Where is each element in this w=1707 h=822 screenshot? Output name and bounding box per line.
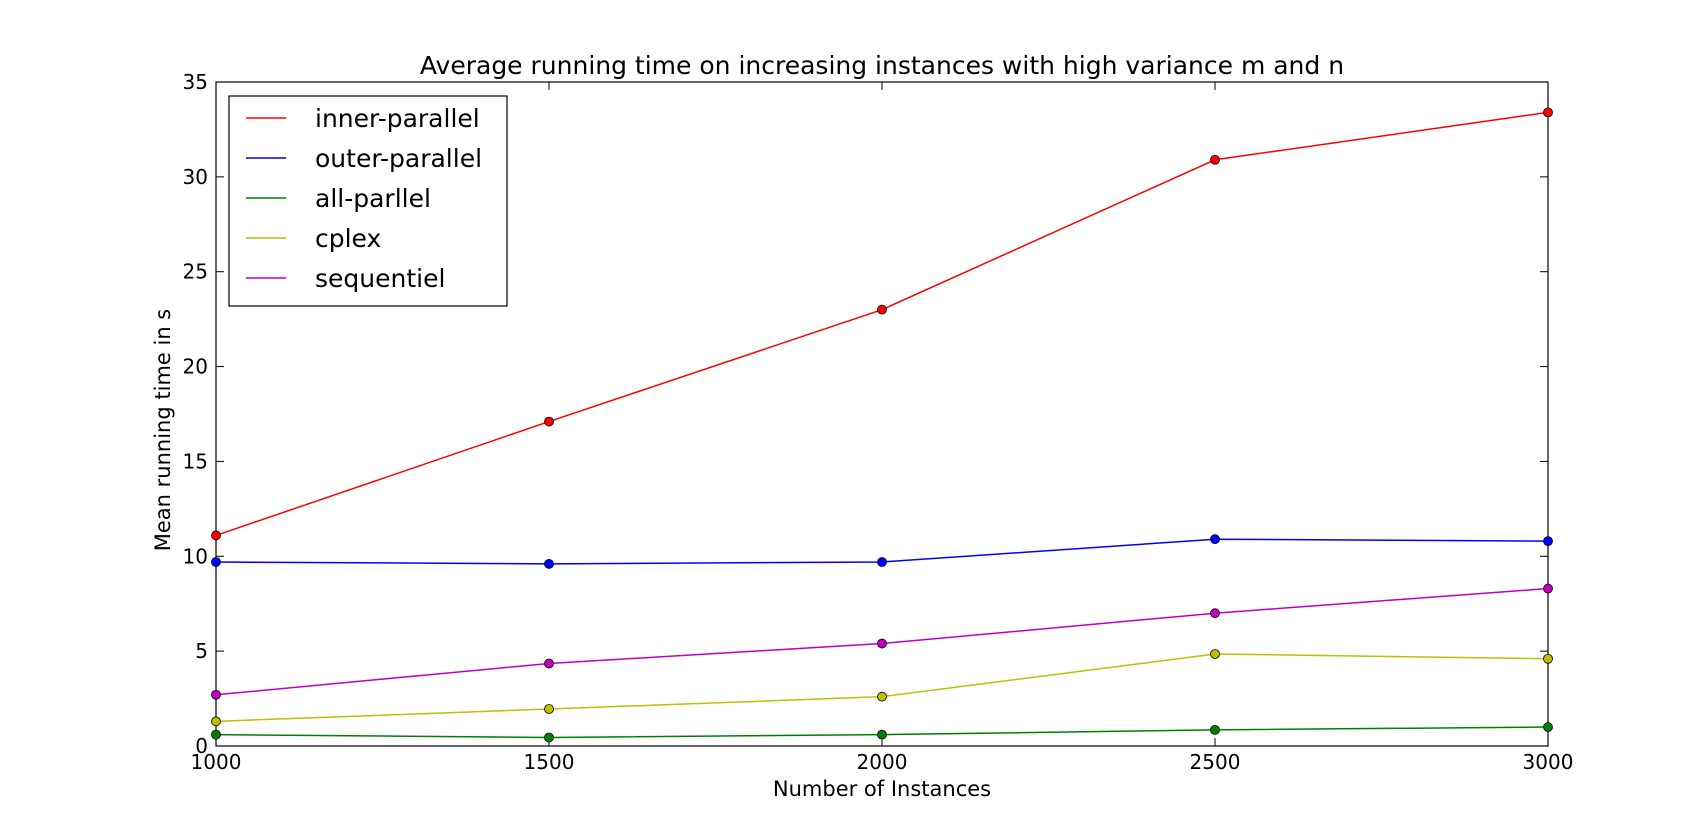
series-inner-parallel [211,107,1553,541]
data-point [211,557,221,567]
data-point [1543,107,1553,118]
data-point [211,716,221,727]
y-axis-label: Mean running time in s [151,309,175,551]
x-tick-label: 2000 [857,750,908,774]
data-point [544,704,554,714]
legend-box [228,95,508,307]
series-cplex [211,649,1553,727]
y-tick-label: 25 [183,260,208,284]
legend-label: cplex [315,224,381,253]
x-tick-label: 2500 [1190,750,1241,774]
x-tick-label: 1500 [524,750,575,774]
data-point [1543,653,1553,664]
legend-label: inner-parallel [315,104,480,133]
data-point [544,416,554,427]
legend: inner-parallel outer-parallel all-parllel c… [228,95,508,307]
data-point [1543,722,1553,732]
y-tick-label: 10 [183,544,208,568]
y-tick-label: 30 [183,165,208,189]
legend-label: sequentiel [315,264,445,293]
axes-layer: 1000 1500 2000 2500 3000 0 5 10 15 20 25 30 35 [183,70,1574,774]
y-tick-label: 35 [183,70,208,94]
series-all-parllel [211,722,1553,743]
data-point [211,729,221,740]
series-layer [211,107,1553,743]
data-point [877,729,887,740]
series-sequentiel [211,583,1553,700]
series-outer-parallel [211,534,1553,569]
y-tick-label: 0 [195,734,208,758]
data-point [544,558,554,569]
y-tick-label: 15 [183,449,208,473]
data-point [1210,154,1220,165]
data-point [1543,536,1553,547]
data-point [211,689,221,700]
data-point [877,638,887,649]
data-point [1210,608,1220,619]
data-point [877,304,887,315]
data-point [544,658,554,669]
x-tick-label: 1000 [191,750,242,774]
y-tick-label: 20 [183,355,208,379]
legend-label: all-parllel [315,184,431,213]
data-point [211,530,221,541]
data-point [1210,724,1220,735]
data-point [1210,649,1220,659]
y-tick-label: 5 [195,639,208,663]
data-point [1543,583,1553,594]
chart-title: Average running time on increasing insta… [420,51,1344,80]
series-line-cplex [215,653,1549,723]
x-tick-label: 3000 [1523,750,1574,774]
data-point [877,691,887,702]
x-axis-label: Number of Instances [773,777,991,801]
legend-label: outer-parallel [315,144,482,173]
data-point [544,732,554,743]
data-point [1210,534,1220,545]
data-point [877,557,887,567]
